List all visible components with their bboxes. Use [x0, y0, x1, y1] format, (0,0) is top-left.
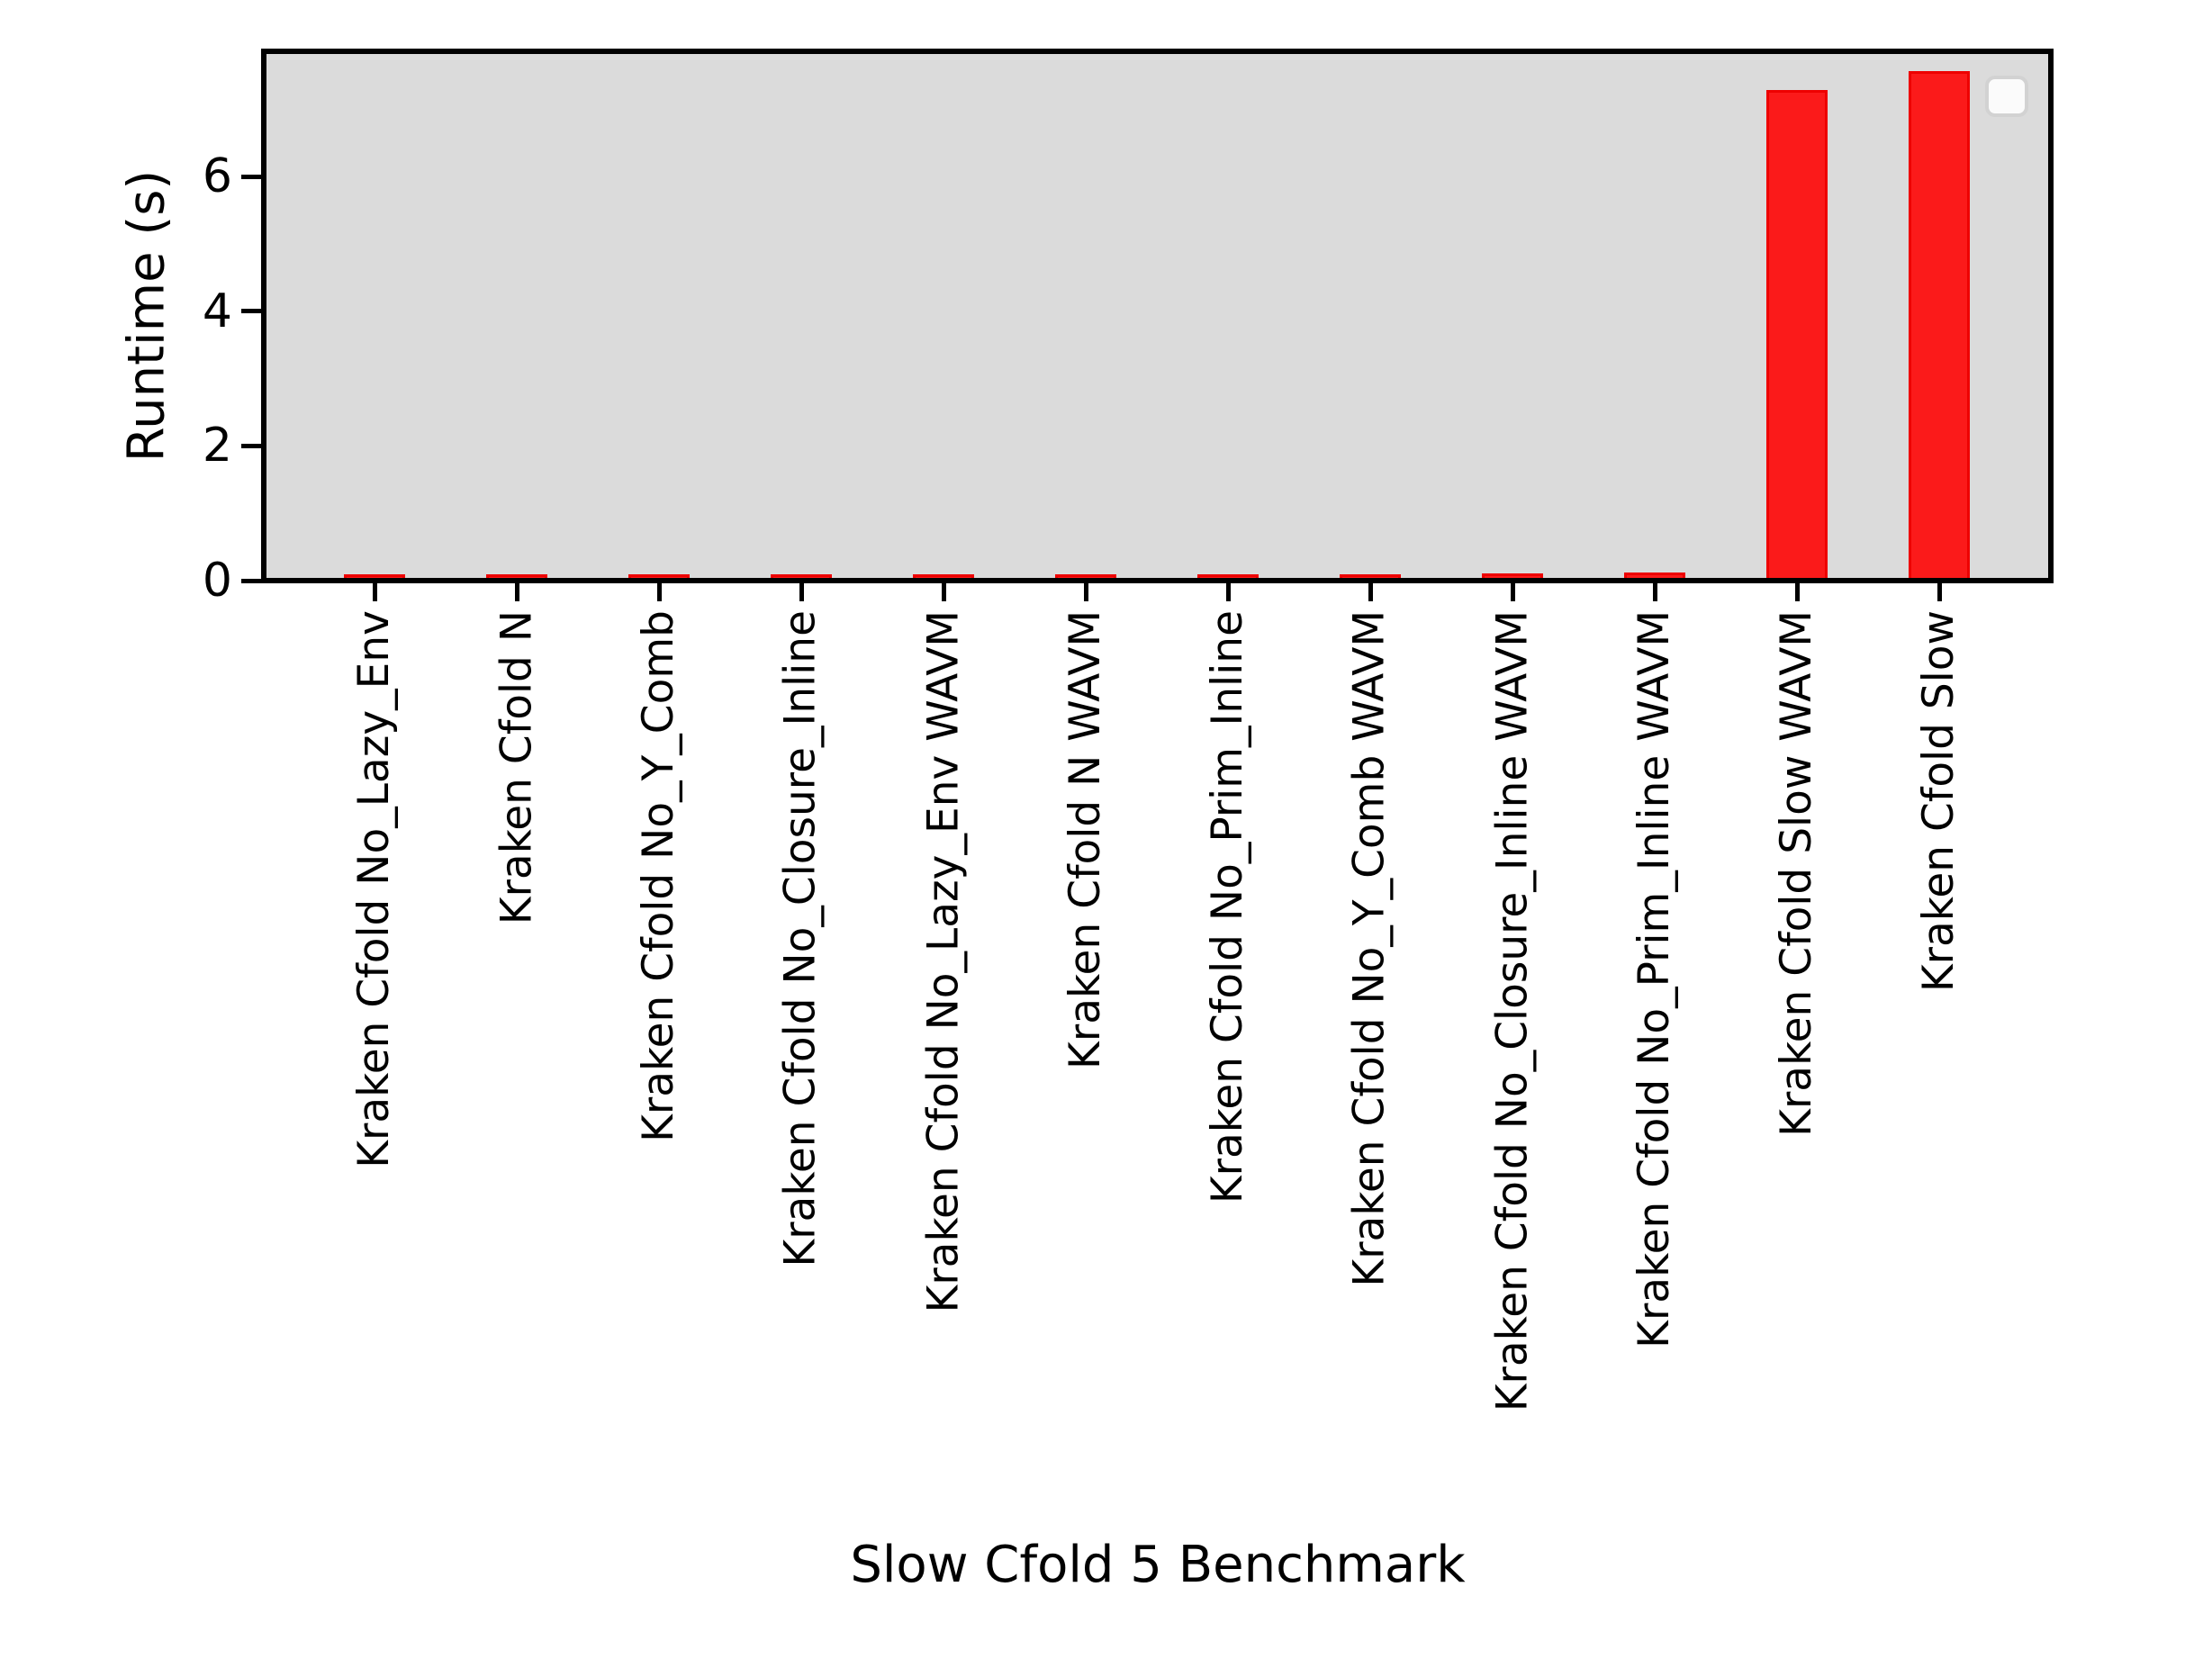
x-tick-label-3: Kraken Cfold No_Closure_Inline	[776, 610, 826, 1267]
x-tick-label-10: Kraken Cfold Slow WAVM	[1772, 610, 1821, 1137]
y-tick-mark-0	[241, 578, 261, 583]
x-tick-label-5: Kraken Cfold N WAVM	[1061, 610, 1110, 1069]
x-tick-label-11: Kraken Cfold Slow	[1914, 610, 1964, 993]
bar-6	[1197, 574, 1259, 578]
x-axis-title: Slow Cfold 5 Benchmark	[850, 1536, 1466, 1594]
bar-5	[1055, 574, 1116, 578]
x-tick-mark-2	[656, 583, 662, 601]
x-tick-label-0: Kraken Cfold No_Lazy_Env	[349, 610, 399, 1168]
y-tick-mark-4	[241, 309, 261, 314]
bar-3	[771, 574, 832, 578]
x-tick-mark-5	[1083, 583, 1088, 601]
bar-1	[486, 574, 547, 578]
x-tick-label-4: Kraken Cfold No_Lazy_Env WAVM	[918, 610, 968, 1313]
x-tick-label-2: Kraken Cfold No_Y_Comb	[634, 610, 683, 1142]
x-tick-mark-8	[1510, 583, 1515, 601]
bar-11	[1909, 71, 1970, 578]
x-tick-mark-0	[372, 583, 377, 601]
bar-9	[1624, 573, 1685, 578]
x-tick-mark-3	[799, 583, 804, 601]
y-tick-mark-2	[241, 443, 261, 448]
y-tick-label-4: 4	[202, 284, 232, 338]
x-tick-label-7: Kraken Cfold No_Y_Comb WAVM	[1345, 610, 1395, 1287]
x-tick-mark-4	[941, 583, 946, 601]
bar-2	[628, 574, 690, 578]
x-tick-label-1: Kraken Cfold N	[492, 610, 541, 925]
plot-area	[261, 49, 2054, 583]
y-tick-label-6: 6	[202, 149, 232, 204]
bar-10	[1766, 90, 1828, 578]
x-tick-mark-10	[1794, 583, 1800, 601]
legend-box	[1985, 76, 2028, 117]
bar-8	[1482, 573, 1543, 578]
y-tick-mark-6	[241, 174, 261, 179]
x-tick-mark-7	[1368, 583, 1373, 601]
x-tick-mark-1	[514, 583, 519, 601]
x-tick-label-8: Kraken Cfold No_Closure_Inline WAVM	[1487, 610, 1537, 1412]
x-tick-mark-11	[1937, 583, 1942, 601]
bar-7	[1340, 574, 1401, 578]
x-tick-label-9: Kraken Cfold No_Prim_Inline WAVM	[1630, 610, 1679, 1348]
x-tick-mark-6	[1225, 583, 1231, 601]
x-tick-mark-9	[1652, 583, 1657, 601]
bar-0	[344, 574, 405, 578]
y-tick-label-0: 0	[202, 554, 232, 608]
x-tick-label-6: Kraken Cfold No_Prim_Inline	[1203, 610, 1252, 1204]
bar-4	[913, 574, 974, 578]
y-tick-label-2: 2	[202, 419, 232, 473]
